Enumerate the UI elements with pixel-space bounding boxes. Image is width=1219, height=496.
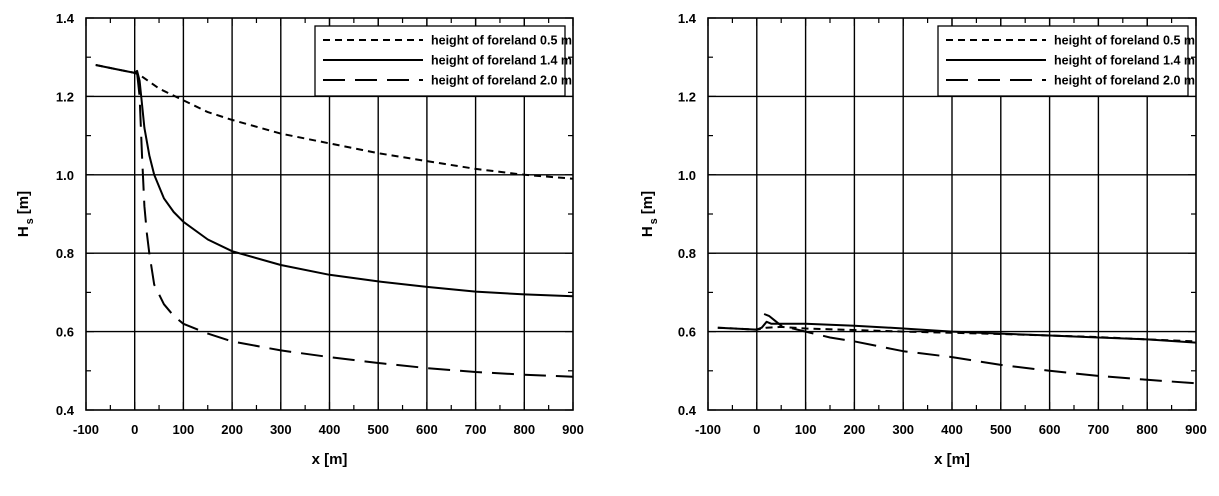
- x-tick-label: 800: [1136, 422, 1158, 437]
- x-tick-label: 300: [270, 422, 292, 437]
- plot-frame: [85, 17, 574, 411]
- x-tick-label: 700: [465, 422, 487, 437]
- x-tick-label: 900: [1185, 422, 1207, 437]
- x-tick-label: 400: [319, 422, 341, 437]
- series-line-1: [717, 325, 1196, 343]
- y-tick-label: 0.8: [678, 246, 696, 261]
- y-tick-label: 0.4: [56, 403, 75, 418]
- series-line-2: [717, 320, 1196, 344]
- y-tick-label: 0.6: [678, 325, 696, 340]
- x-tick-label: 100: [795, 422, 817, 437]
- y-axis-title-unit: [m]: [15, 191, 32, 214]
- y-tick-label: 1.0: [56, 168, 74, 183]
- y-axis-title: Hs [m]: [15, 191, 36, 237]
- y-tick-label: 0.8: [56, 246, 74, 261]
- series-line-3: [763, 313, 1196, 385]
- y-tick-label: 1.0: [678, 168, 696, 183]
- chart-panel-2: -100 0 100 200 300 400 500 600 700 800 900 0.4 0.6 0.…: [639, 11, 1207, 468]
- series-line-3: [136, 72, 573, 378]
- x-tick-label: 400: [941, 422, 963, 437]
- series-line-2: [95, 64, 573, 298]
- legend-label-3: height of foreland 2.0 m: [1054, 74, 1195, 88]
- y-axis-title-subscript: s: [24, 218, 36, 224]
- chart-panel-1: -100 0 100 200 300 400 500 600 700 800 900 0.4 0.6 0.…: [15, 11, 584, 468]
- x-axis-title: x [m]: [934, 451, 970, 468]
- x-tick-label: 500: [367, 422, 389, 437]
- y-axis-title-main: H: [15, 226, 32, 237]
- plot-frame: [707, 17, 1197, 411]
- y-tick-label: 1.2: [56, 89, 74, 104]
- x-axis-title: x [m]: [312, 451, 348, 468]
- x-tick-label: 600: [416, 422, 438, 437]
- legend-label-3: height of foreland 2.0 m: [431, 74, 572, 88]
- x-tick-label: 200: [844, 422, 866, 437]
- x-tick-label: 0: [753, 422, 760, 437]
- x-tick-label: 900: [562, 422, 584, 437]
- y-axis-title-unit: [m]: [639, 191, 656, 214]
- legend: height of foreland 0.5 m height of forela…: [937, 25, 1195, 97]
- legend-label-1: height of foreland 0.5 m: [431, 34, 572, 48]
- legend-label-2: height of foreland 1.4 m: [1054, 54, 1195, 68]
- x-tick-label: 800: [513, 422, 535, 437]
- y-tick-label: 1.2: [678, 89, 696, 104]
- y-tick-label: 0.4: [678, 403, 697, 418]
- x-tick-label: 700: [1088, 422, 1110, 437]
- y-tick-label: 1.4: [678, 11, 697, 26]
- x-tick-label: -100: [695, 422, 721, 437]
- x-tick-label: 500: [990, 422, 1012, 437]
- x-tick-label: 100: [173, 422, 195, 437]
- legend-label-2: height of foreland 1.4 m: [431, 54, 572, 68]
- y-axis-title-subscript: s: [648, 218, 660, 224]
- x-tick-label: 600: [1039, 422, 1061, 437]
- x-tick-label: 0: [131, 422, 138, 437]
- legend: height of foreland 0.5 m height of forela…: [314, 25, 572, 97]
- x-tick-label: 200: [221, 422, 243, 437]
- legend-box: [314, 25, 566, 97]
- y-axis-title-main: H: [639, 226, 656, 237]
- y-tick-label: 1.4: [56, 11, 75, 26]
- x-tick-label: -100: [73, 422, 99, 437]
- legend-label-1: height of foreland 0.5 m: [1054, 34, 1195, 48]
- y-axis-title: Hs [m]: [639, 191, 660, 237]
- x-tick-label: 300: [892, 422, 914, 437]
- y-tick-label: 0.6: [56, 325, 74, 340]
